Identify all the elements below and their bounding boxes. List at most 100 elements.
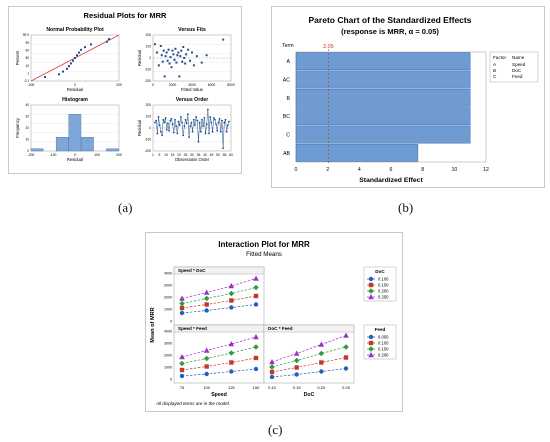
y-tick-label: 0 <box>170 378 172 382</box>
data-point <box>161 134 163 137</box>
series-line <box>271 346 347 368</box>
pareto-bar <box>295 143 419 162</box>
y-tick-label: -100 <box>145 138 152 142</box>
y-tick-label: 99.9 <box>23 33 29 37</box>
data-point <box>211 130 214 133</box>
legend-header-name: Name <box>512 55 525 60</box>
series-line <box>271 368 347 378</box>
series-line <box>271 357 347 373</box>
data-point <box>170 66 173 69</box>
series-marker <box>318 350 325 357</box>
series-marker <box>179 367 185 373</box>
y-tick-label: -200 <box>145 149 152 153</box>
data-point <box>157 64 160 67</box>
data-point <box>155 51 158 54</box>
series-marker <box>253 344 259 350</box>
y-tick-label: 2000 <box>164 354 172 358</box>
residual-plots-panel: Residual Plots for MRR Normal Probability… <box>8 6 242 174</box>
x-tick-label: 20 <box>177 153 181 157</box>
data-point <box>155 119 158 122</box>
series-line <box>181 368 257 377</box>
x-tick-label: -200 <box>28 153 35 157</box>
series-line <box>271 335 347 363</box>
series-marker <box>269 364 275 370</box>
data-point <box>165 128 168 131</box>
data-point <box>183 125 186 128</box>
histogram-bar <box>81 136 94 152</box>
y-tick-label: 200 <box>146 33 152 37</box>
data-point <box>174 47 177 50</box>
data-point <box>215 123 217 126</box>
interaction-y-label: Mean of MRR <box>150 307 156 342</box>
interaction-panel-2: Speed * Feed 75 100 125 150 Speed <box>173 324 265 398</box>
data-point <box>106 40 108 43</box>
data-point <box>189 125 192 128</box>
data-point <box>197 140 200 143</box>
legend-marker <box>368 288 374 294</box>
x-tick-label: 0 <box>152 83 154 87</box>
legend-name: Feed <box>512 74 523 79</box>
series-marker <box>319 360 324 365</box>
data-point <box>90 43 92 46</box>
data-point <box>179 116 182 118</box>
data-point <box>180 49 183 52</box>
data-point <box>192 64 195 67</box>
data-point <box>161 60 164 63</box>
x-tick-label: 0 <box>74 83 76 87</box>
data-point <box>163 121 166 124</box>
data-point <box>195 116 198 118</box>
pareto-x-tick: 4 <box>358 167 361 173</box>
legend-name: DoC <box>512 68 522 73</box>
x-tick-label: 1 <box>152 153 154 157</box>
data-point <box>192 118 195 121</box>
x-axis-label: Residual <box>67 157 83 162</box>
x-tick-label: 5 <box>159 153 161 157</box>
data-point <box>208 132 210 135</box>
pareto-x-tick: 8 <box>421 167 424 173</box>
series-marker <box>203 347 210 353</box>
caption-b: (b) <box>398 200 414 215</box>
data-point <box>185 122 188 125</box>
legend-title: Feed <box>375 327 386 332</box>
y-tick-label: 10 <box>25 138 29 142</box>
x-tick-label: 0.25 <box>342 385 351 390</box>
legend-entry: 0.150 <box>378 347 389 352</box>
y-tick-label: 100 <box>146 45 152 49</box>
data-point <box>196 119 199 122</box>
data-point <box>159 45 162 48</box>
data-point <box>62 70 64 73</box>
data-point <box>174 118 176 121</box>
pareto-x-tick: 0 <box>295 167 298 173</box>
pareto-x-tick: 2 <box>326 167 329 173</box>
data-point <box>158 124 161 127</box>
pareto-x-tick: 6 <box>390 167 393 173</box>
interaction-title: Interaction Plot for MRR <box>218 240 310 249</box>
data-point <box>184 62 187 65</box>
series-marker <box>179 295 185 301</box>
x-tick-label: 4000 <box>188 83 196 87</box>
series-line <box>181 287 257 304</box>
x-tick-label: 15 <box>171 153 175 157</box>
data-point <box>78 51 80 54</box>
data-point <box>203 116 206 119</box>
interaction-strip <box>173 266 265 275</box>
data-point <box>176 54 179 57</box>
series-marker <box>228 283 235 289</box>
data-point <box>185 53 188 56</box>
legend-marker <box>368 282 374 288</box>
x-tick-label: 100 <box>94 153 100 157</box>
data-point <box>172 53 175 56</box>
interaction-frame <box>173 324 265 384</box>
series-marker <box>229 298 234 303</box>
data-point <box>190 121 193 124</box>
data-point <box>205 123 208 126</box>
series-line <box>181 357 257 371</box>
interaction-frame <box>263 324 355 384</box>
pareto-legend-box <box>489 51 539 83</box>
interaction-panel-title: Speed * Feed <box>178 326 207 331</box>
pareto-bar <box>295 70 471 89</box>
legend-entry: 0.250 <box>378 295 389 300</box>
data-point <box>210 121 213 124</box>
series-marker <box>203 289 210 295</box>
x-axis-label: Fitted Value <box>181 87 204 92</box>
